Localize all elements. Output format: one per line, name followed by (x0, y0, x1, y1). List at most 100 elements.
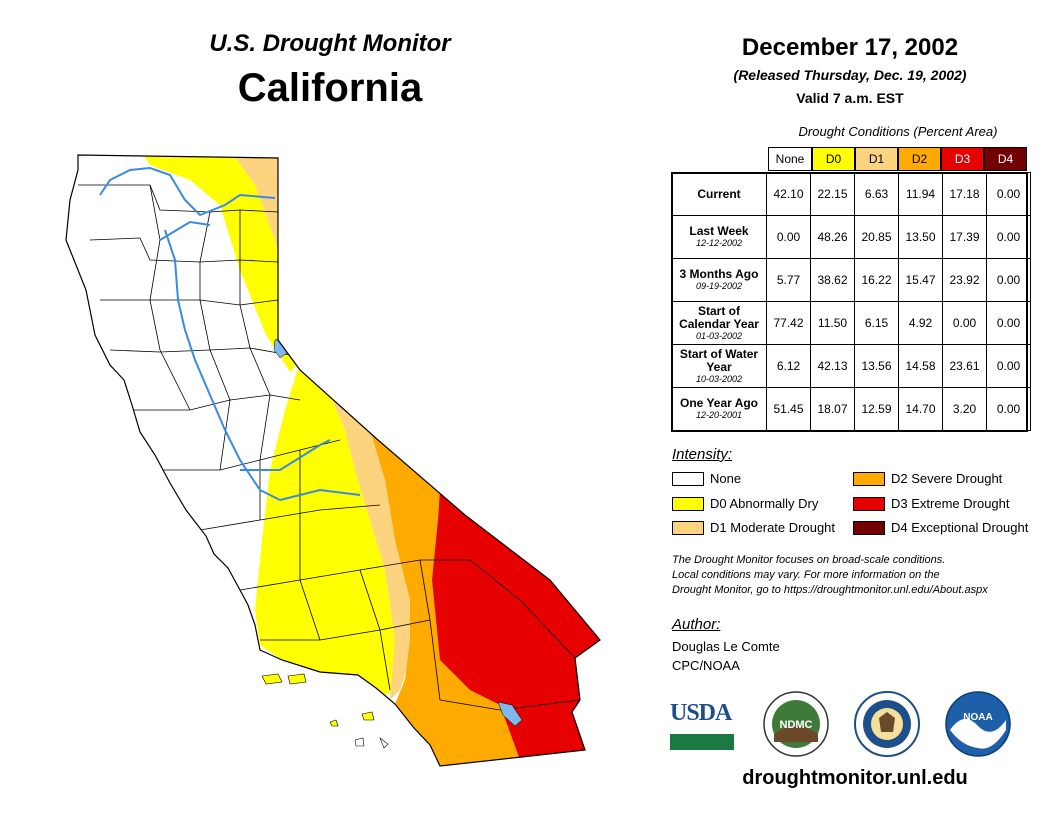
noaa-logo: NOAA (945, 691, 1011, 757)
row-label-text: One Year Ago (679, 396, 759, 410)
cell-d1: 6.15 (854, 301, 899, 345)
cell-none: 0.00 (766, 215, 811, 259)
cell-d1: 12.59 (854, 387, 899, 431)
cell-d1: 16.22 (854, 258, 899, 302)
cell-d4: 0.00 (986, 172, 1031, 216)
row-label-text: 3 Months Ago (679, 267, 759, 281)
cell-d0: 48.26 (810, 215, 855, 259)
cell-d1: 20.85 (854, 215, 899, 259)
cell-d0: 18.07 (810, 387, 855, 431)
cell-d4: 0.00 (986, 258, 1031, 302)
cell-d4: 0.00 (986, 387, 1031, 431)
state-title: California (237, 66, 423, 110)
author-org: CPC/NOAA (672, 658, 740, 673)
map-d0-north (140, 155, 300, 372)
map-d1-north (230, 155, 290, 300)
row-date: 10-03-2002 (695, 373, 743, 384)
cell-d0: 38.62 (810, 258, 855, 302)
map-d3-region (432, 490, 600, 760)
row-label: 3 Months Ago 09-19-2002 (671, 258, 767, 302)
channel-islands (261, 673, 389, 749)
row-label: Start of Water Year 10-03-2002 (671, 344, 767, 388)
cell-d2: 13.50 (898, 215, 943, 259)
salton-sea (497, 701, 523, 727)
legend-swatch (853, 497, 885, 511)
california-drought-map (65, 154, 601, 767)
table-row: Current 42.10 22.15 6.63 11.94 17.18 0.00 (671, 172, 1031, 216)
cell-d2: 15.47 (898, 258, 943, 302)
row-date: 09-19-2002 (695, 281, 743, 291)
disclaimer-note: The Drought Monitor focuses on broad-sca… (672, 553, 1032, 598)
cell-d0: 22.15 (810, 172, 855, 216)
column-header-none: None (768, 147, 812, 171)
cell-d3: 17.39 (942, 215, 987, 259)
map-date: December 17, 2002 (741, 34, 959, 61)
legend-swatch (672, 472, 704, 486)
legend-swatch (672, 497, 704, 511)
cell-none: 42.10 (766, 172, 811, 216)
note-line-2: Local conditions may vary. For more info… (672, 569, 940, 581)
table-row: 3 Months Ago 09-19-2002 5.77 38.62 16.22 15.4… (671, 258, 1031, 302)
cell-d3: 23.61 (942, 344, 987, 388)
table-row: Start of Calendar Year 01-03-2002 77.42 11.… (671, 301, 1031, 345)
author-name: Douglas Le Comte (672, 639, 780, 654)
row-date: 12-12-2002 (695, 238, 743, 248)
legend-label: D2 Severe Drought (891, 471, 1003, 486)
noaa-logo-text: NOAA (963, 712, 992, 723)
cell-d3: 17.18 (942, 172, 987, 216)
cell-none: 5.77 (766, 258, 811, 302)
legend-label: D0 Abnormally Dry (710, 496, 819, 511)
cell-d2: 4.92 (898, 301, 943, 345)
usda-logo: USDA (670, 700, 736, 750)
column-header-d0: D0 (812, 147, 855, 171)
cell-d3: 3.20 (942, 387, 987, 431)
row-date: 01-03-2002 (695, 330, 743, 341)
doc-seal-logo (854, 691, 920, 757)
row-label-text: Last Week (689, 224, 749, 238)
state-outline (65, 154, 601, 767)
cell-d2: 14.70 (898, 387, 943, 431)
row-label: Start of Calendar Year 01-03-2002 (671, 301, 767, 345)
map-d0-east (255, 362, 405, 700)
legend-label: D4 Exceptional Drought (891, 520, 1029, 535)
cell-d1: 6.63 (854, 172, 899, 216)
table-row: Last Week 12-12-2002 0.00 48.26 20.85 13.50 17… (671, 215, 1031, 259)
drought-conditions-table: Current 42.10 22.15 6.63 11.94 17.18 0.00 Last … (671, 172, 1031, 431)
legend-swatch (672, 521, 704, 535)
legend-swatch (853, 521, 885, 535)
row-date: 12-20-2001 (695, 410, 743, 420)
table-caption: Drought Conditions (Percent Area) (798, 124, 998, 139)
cell-d0: 11.50 (810, 301, 855, 345)
usda-logo-stripes (670, 730, 734, 750)
cell-d3: 23.92 (942, 258, 987, 302)
cell-none: 51.45 (766, 387, 811, 431)
column-header-d2: D2 (898, 147, 941, 171)
usda-logo-text: USDA (670, 700, 732, 726)
row-label-text: Current (697, 186, 741, 201)
cell-d2: 11.94 (898, 172, 943, 216)
row-label-text: Start of Calendar Year (679, 303, 759, 331)
cell-d4: 0.00 (986, 215, 1031, 259)
map-d1-east (310, 380, 410, 700)
footer-url[interactable]: droughtmonitor.unl.edu (742, 767, 968, 789)
cell-d4: 0.00 (986, 301, 1031, 345)
author-heading: Author: (672, 616, 721, 633)
cell-none: 6.12 (766, 344, 811, 388)
table-row: One Year Ago 12-20-2001 51.45 18.07 12.59 14.… (671, 387, 1031, 431)
legend-label: D1 Moderate Drought (710, 520, 836, 535)
legend-swatch (853, 472, 885, 486)
cell-none: 77.42 (766, 301, 811, 345)
map-title: U.S. Drought Monitor (209, 30, 451, 57)
legend-label: None (710, 471, 742, 486)
release-date: (Released Thursday, Dec. 19, 2002) (733, 67, 967, 83)
note-line-3: Drought Monitor, go to https://droughtmo… (672, 584, 988, 596)
column-header-d4: D4 (984, 147, 1027, 171)
ndmc-logo: NDMC (763, 691, 829, 757)
note-line-1: The Drought Monitor focuses on broad-sca… (672, 554, 946, 566)
cell-d1: 13.56 (854, 344, 899, 388)
row-label: Last Week 12-12-2002 (671, 215, 767, 259)
ndmc-logo-text: NDMC (780, 719, 813, 731)
intensity-heading: Intensity: (672, 446, 733, 463)
cell-d4: 0.00 (986, 344, 1031, 388)
row-label: One Year Ago 12-20-2001 (671, 387, 767, 431)
